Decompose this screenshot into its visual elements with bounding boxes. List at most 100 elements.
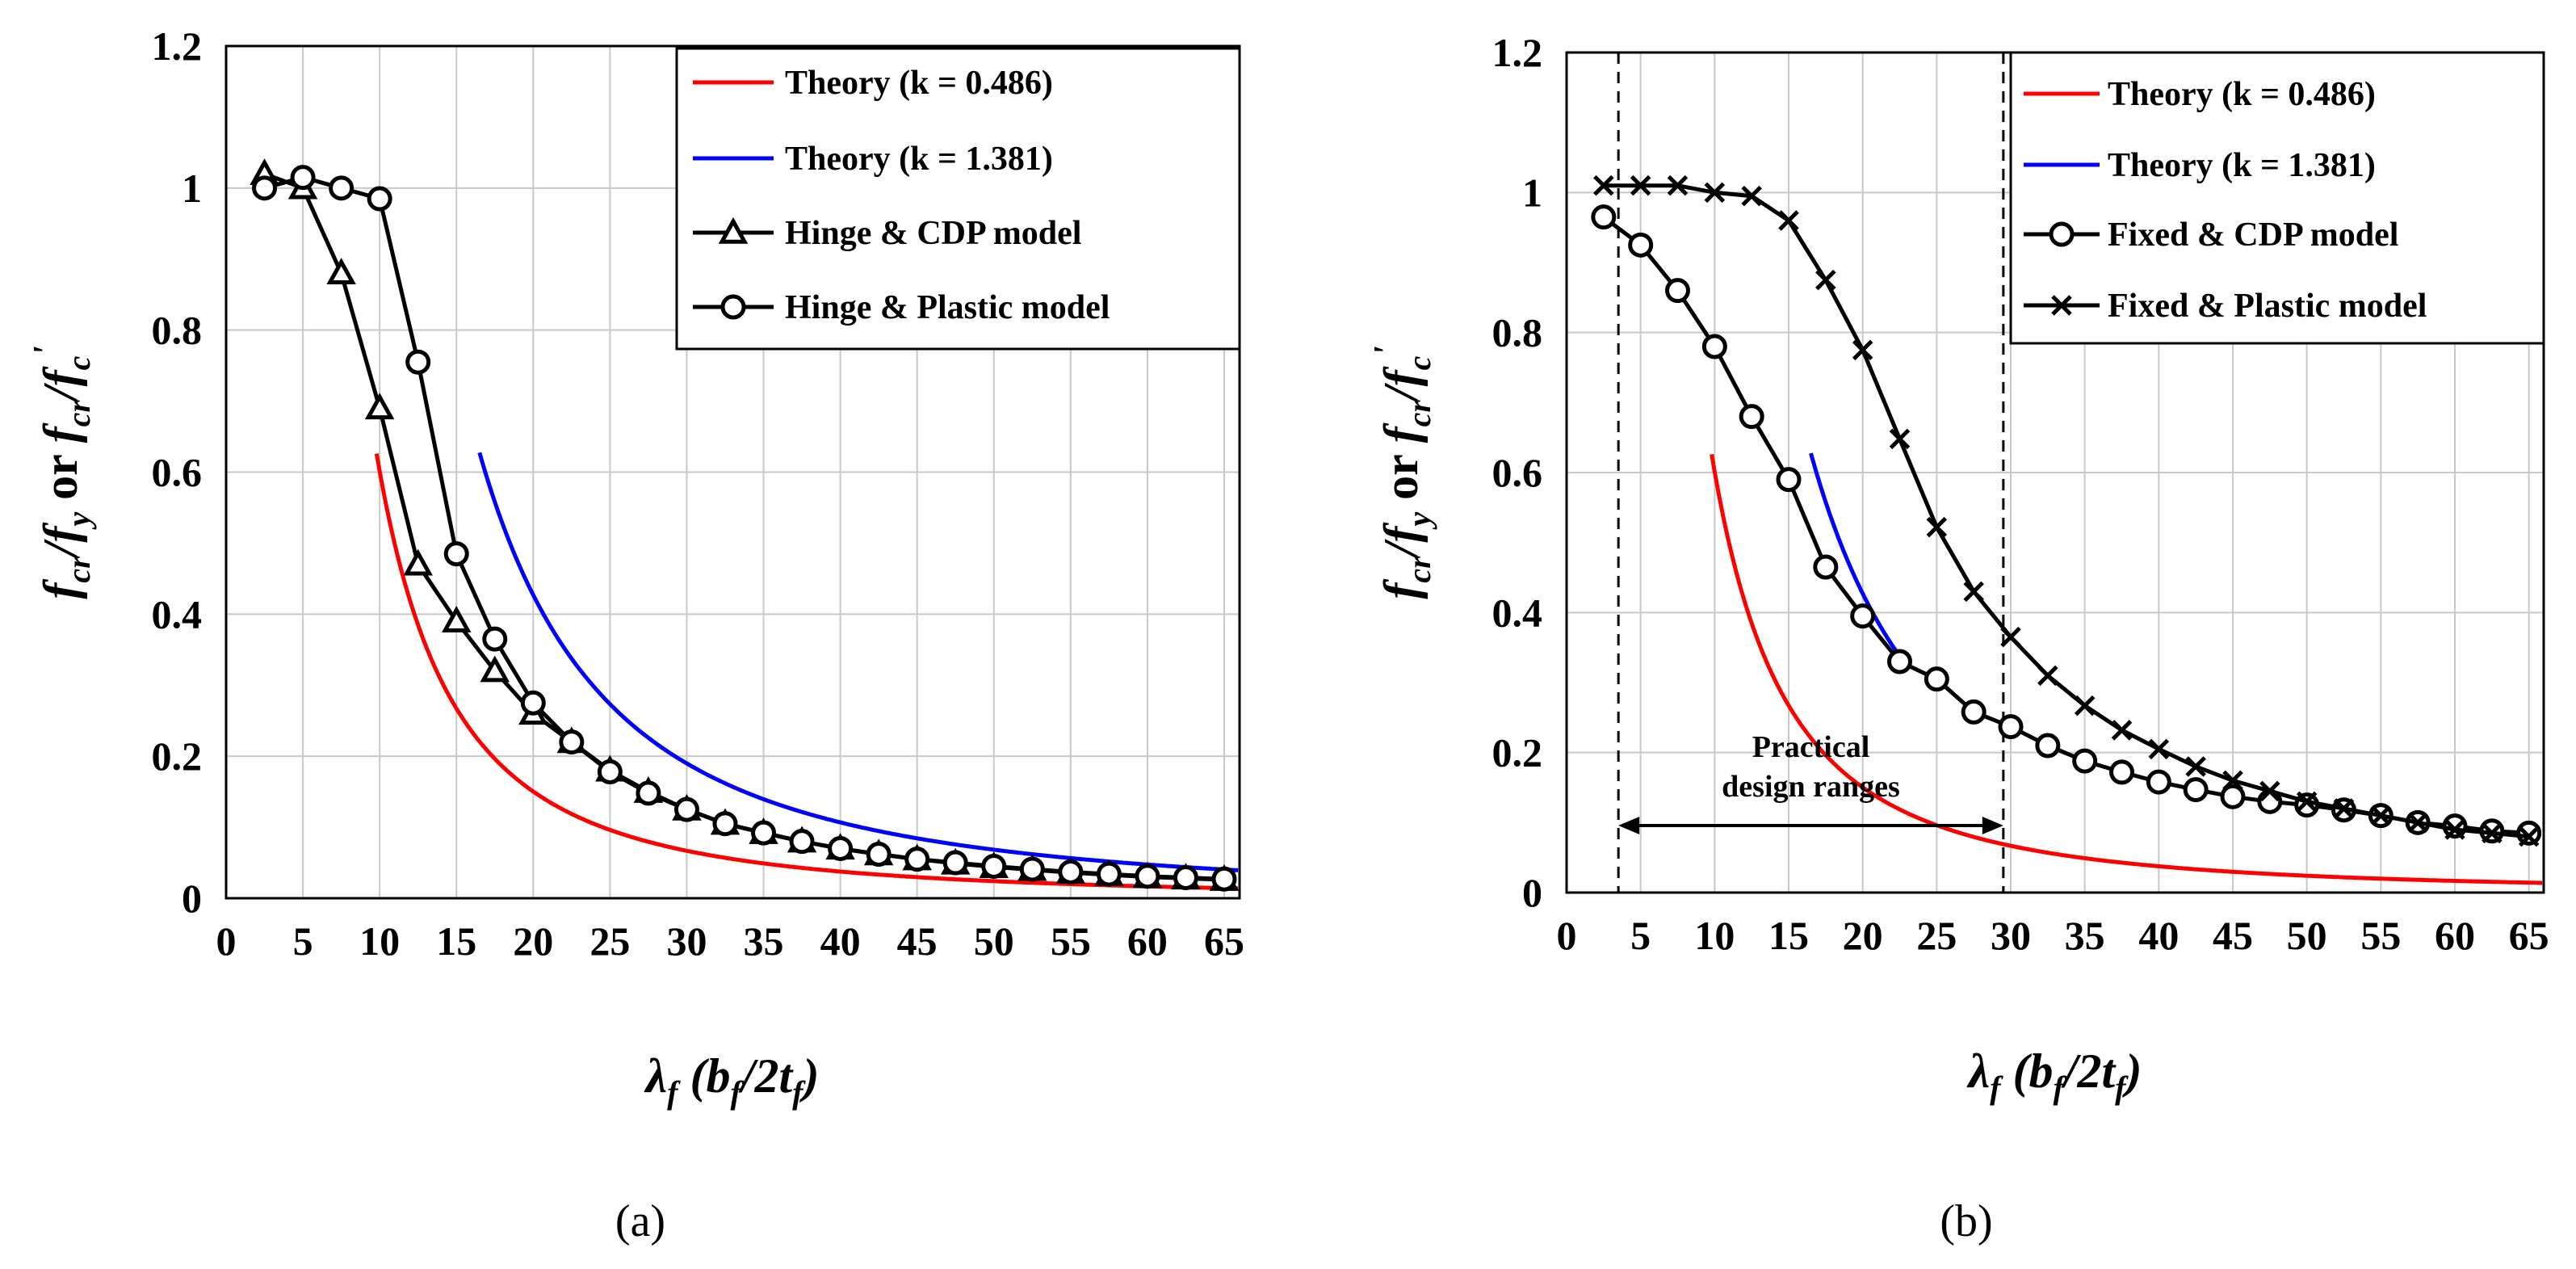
data-point (2183, 777, 2209, 803)
data-point (2222, 770, 2243, 792)
x-tick-label: 15 (1768, 913, 1809, 958)
series-theory-k-1-381- (1809, 452, 1900, 656)
x-tick-label: 10 (359, 918, 400, 964)
data-point (1889, 428, 1911, 450)
chart-panel-a: 0 0.2 0.4 0.6 0.8 1 1.2 0 5 10 15 20 25 30 35 40 45 50 55 6… (26, 23, 1244, 1246)
x-tick-label: 55 (1051, 918, 1091, 964)
data-point (1963, 581, 1984, 603)
y-tick-label: 0.6 (152, 450, 203, 495)
data-point (2072, 748, 2098, 774)
data-point (942, 850, 968, 876)
legend-label: Theory (k = 1.381) (2108, 147, 2376, 184)
x-tick-label: 15 (436, 918, 476, 964)
legend-label: Theory (k = 1.381) (785, 141, 1053, 178)
data-point (1019, 856, 1045, 882)
data-point (981, 853, 1007, 879)
data-point (1135, 864, 1160, 889)
legend-marker (718, 216, 749, 244)
series-hinge-plastic-model (252, 165, 1237, 892)
chart-panel-b: 0 0.2 0.4 0.6 0.8 1 1.2 0 5 10 15 20 25 30 35 40 45 50 55 6… (1366, 30, 2549, 1246)
x-tick-label: 45 (897, 918, 938, 964)
theory-curve (374, 453, 1239, 891)
data-point (1701, 334, 1727, 359)
legend-marker (720, 294, 746, 320)
legend-label: Hinge & Plastic model (785, 289, 1110, 326)
data-point (1924, 666, 1949, 692)
x-tick-label: 10 (1694, 913, 1735, 958)
data-point (1739, 404, 1764, 430)
data-point (252, 175, 278, 201)
series-theory-k-0-486- (1710, 453, 2543, 885)
data-point (329, 175, 355, 201)
data-point (2259, 780, 2280, 802)
data-point (1778, 210, 1799, 231)
x-tick-label: 30 (1991, 913, 2031, 958)
data-point (443, 541, 469, 567)
data-point (2111, 720, 2133, 741)
data-point (2296, 791, 2318, 813)
data-point (2518, 826, 2540, 847)
data-point (1630, 174, 1651, 196)
x-tick-label: 35 (744, 918, 784, 964)
data-point (1628, 232, 1654, 258)
data-point (2109, 759, 2134, 785)
data-point (2148, 738, 2170, 760)
y-tick-label: 0 (182, 876, 202, 921)
data-point (2370, 805, 2392, 826)
data-point (2220, 784, 2246, 809)
data-point (1667, 174, 1689, 196)
data-point (1776, 467, 1802, 493)
x-tick-label: 25 (1916, 913, 1957, 958)
data-point (1926, 516, 1948, 538)
x-tick-label: 65 (1204, 918, 1244, 964)
x-tick-label: 0 (1557, 913, 1577, 958)
series-theory-k-1-381- (477, 452, 1239, 872)
data-point (636, 780, 661, 806)
x-tick-label: 60 (1127, 918, 1168, 964)
y-tick-label: 0.6 (1492, 450, 1543, 495)
arrowhead-left (1618, 817, 1640, 834)
data-point (751, 820, 777, 846)
data-point (1058, 859, 1084, 885)
y-axis-label: fcr/fy or fcr/fc' (1366, 346, 1437, 599)
data-point (1665, 278, 1690, 304)
data-point (828, 835, 854, 861)
y-tick-label: 0.4 (152, 591, 203, 637)
data-point (364, 393, 395, 420)
data-point (2000, 626, 2021, 648)
y-tick-label: 0.8 (152, 308, 203, 353)
data-point (403, 548, 433, 576)
panel-label: (a) (615, 1196, 665, 1246)
theory-curve (1710, 453, 2543, 885)
data-point (2146, 769, 2171, 795)
data-point (2444, 819, 2465, 840)
data-point (405, 349, 431, 375)
legend-label: Hinge & CDP model (785, 215, 1081, 252)
data-point (2407, 812, 2428, 834)
y-tick-label: 0.4 (1492, 590, 1543, 635)
x-tick-label: 40 (820, 918, 861, 964)
y-tick-label: 0.2 (1492, 730, 1543, 775)
y-tick-label: 0.2 (152, 733, 203, 779)
data-point (2442, 813, 2468, 839)
data-point (712, 811, 738, 837)
series-fixed-plastic-model (1593, 174, 2540, 847)
data-point (480, 655, 510, 683)
data-point (1887, 649, 1912, 674)
data-point (1096, 861, 1122, 887)
data-point (441, 605, 472, 632)
series-theory-k-0-486- (374, 453, 1239, 891)
y-tick-label: 1 (182, 166, 202, 211)
data-point (482, 626, 508, 652)
data-point (2333, 798, 2355, 819)
legend-box (2009, 51, 2545, 345)
data-point (1211, 866, 1237, 892)
plot-frame (224, 44, 1241, 900)
legend-label: Fixed & CDP model (2108, 216, 2398, 254)
x-tick-label: 5 (1630, 913, 1651, 958)
y-axis-label: fcr/fy or fcr/fc' (26, 346, 97, 599)
x-axis-label: λf (bf/2tf) (1966, 1044, 2142, 1106)
x-tick-label: 20 (1843, 913, 1883, 958)
legend: Theory (k = 0.486) Theory (k = 1.381) Fixe… (2009, 51, 2545, 345)
